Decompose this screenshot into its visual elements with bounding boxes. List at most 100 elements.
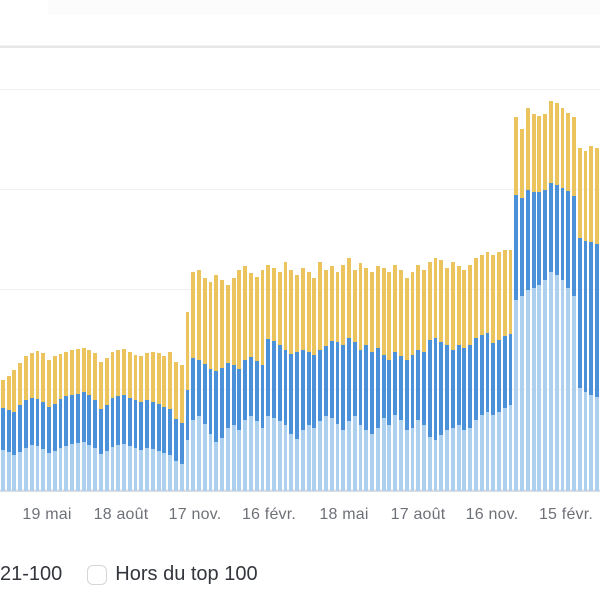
bar-segment-yellow-top: [589, 146, 594, 242]
stacked-bar: [468, 265, 473, 491]
stacked-bar: [6, 376, 11, 491]
gridline: [0, 489, 600, 490]
stacked-bar: [318, 262, 323, 491]
stacked-bar: [214, 275, 219, 491]
stacked-bar: [497, 252, 501, 491]
bar-segment-light-blue-bottom: [543, 280, 548, 491]
bar-segment-light-blue-bottom: [214, 442, 219, 491]
bar-segment-yellow-top: [335, 272, 340, 342]
stacked-bar: [491, 255, 496, 491]
bar-segment-light-blue-bottom: [364, 430, 369, 491]
bar-segment-yellow-top: [525, 108, 530, 190]
stacked-bar: [75, 349, 80, 491]
bar-segment-light-blue-bottom: [289, 434, 294, 491]
bar-segment-light-blue-bottom: [104, 451, 109, 491]
stacked-bar: [329, 266, 334, 491]
stacked-bar: [70, 350, 75, 491]
bar-segment-medium-blue-middle: [295, 352, 300, 439]
bar-segment-yellow-top: [266, 265, 271, 339]
bar-segment-medium-blue-middle: [145, 400, 150, 448]
stacked-bar: [98, 362, 103, 491]
stacked-bar: [398, 270, 403, 491]
bar-segment-yellow-top: [410, 272, 415, 355]
bar-segment-light-blue-bottom: [595, 397, 600, 491]
bar-segment-yellow-top: [548, 101, 553, 183]
bar-segment-light-blue-bottom: [450, 428, 455, 491]
legend-item-21-100[interactable]: 21-100: [0, 563, 62, 586]
bar-segment-light-blue-bottom: [531, 288, 536, 491]
bar-segment-medium-blue-middle: [47, 407, 51, 453]
bar-segment-yellow-top: [277, 272, 282, 345]
stacked-bar: [52, 356, 57, 491]
bar-segment-medium-blue-middle: [566, 191, 571, 288]
bar-segment-medium-blue-middle: [70, 395, 75, 444]
bar-segment-medium-blue-middle: [64, 396, 69, 446]
bar-segment-light-blue-bottom: [52, 451, 57, 491]
bar-segment-yellow-top: [554, 103, 559, 185]
stacked-bar: [12, 370, 17, 491]
bar-segment-yellow-top: [300, 268, 305, 350]
bar-segment-yellow-top: [243, 266, 248, 360]
stacked-bar: [191, 272, 196, 491]
bar-segment-light-blue-bottom: [572, 296, 576, 491]
bar-segment-medium-blue-middle: [300, 350, 305, 430]
bar-segment-light-blue-bottom: [58, 448, 63, 491]
bar-segment-yellow-top: [312, 278, 317, 355]
bar-segment-yellow-top: [145, 353, 150, 400]
bar-segment-light-blue-bottom: [150, 449, 155, 491]
stacked-bar: [531, 114, 536, 491]
checkbox-icon[interactable]: [87, 564, 108, 585]
bar-segment-light-blue-bottom: [220, 438, 225, 491]
stacked-bar: [41, 353, 46, 491]
bar-segment-light-blue-bottom: [41, 449, 46, 491]
bar-segment-medium-blue-middle: [127, 398, 132, 446]
bar-segment-light-blue-bottom: [560, 280, 565, 491]
bar-segment-medium-blue-middle: [456, 345, 461, 425]
bar-segment-yellow-top: [572, 117, 576, 196]
bar-segment-light-blue-bottom: [387, 425, 392, 491]
bar-segment-light-blue-bottom: [479, 415, 484, 491]
bar-segment-light-blue-bottom: [335, 424, 340, 491]
stacked-bar: [266, 265, 271, 491]
stacked-bar: [306, 272, 311, 491]
bar-segment-yellow-top: [433, 258, 438, 338]
bar-segment-light-blue-bottom: [185, 440, 190, 491]
stacked-bar: [237, 270, 242, 491]
stacked-bar: [543, 114, 548, 491]
bar-segment-light-blue-bottom: [248, 416, 253, 491]
bar-segment-yellow-top: [168, 352, 173, 409]
stacked-bar: [277, 272, 282, 491]
stacked-bar: [572, 117, 576, 491]
bar-segment-yellow-top: [329, 266, 334, 341]
stacked-bar: [364, 268, 369, 491]
stacked-bar: [462, 270, 467, 491]
legend-item-hors-top-100[interactable]: Hors du top 100: [87, 563, 258, 586]
stacked-bar: [220, 280, 225, 491]
bar-segment-medium-blue-middle: [318, 350, 323, 421]
bar-segment-medium-blue-middle: [283, 350, 288, 425]
bar-segment-yellow-top: [156, 353, 161, 404]
bar-segment-yellow-top: [41, 353, 46, 402]
stacked-bar: [341, 265, 346, 491]
bar-segment-light-blue-bottom: [197, 416, 201, 491]
bar-segment-light-blue-bottom: [87, 445, 92, 491]
bar-segment-light-blue-bottom: [398, 420, 403, 491]
bar-segment-light-blue-bottom: [145, 448, 150, 491]
bar-segment-medium-blue-middle: [433, 338, 438, 440]
bar-segment-light-blue-bottom: [577, 388, 582, 491]
bar-segment-light-blue-bottom: [525, 290, 530, 491]
x-axis-line: [0, 490, 600, 492]
bar-segment-light-blue-bottom: [456, 425, 461, 491]
stacked-bar: [295, 275, 300, 491]
bar-segment-light-blue-bottom: [254, 421, 259, 491]
bar-segment-light-blue-bottom: [589, 395, 594, 491]
stacked-bar: [260, 270, 265, 491]
bar-segment-yellow-top: [64, 352, 69, 396]
bar-segment-yellow-top: [358, 263, 363, 350]
bar-segment-yellow-top: [185, 312, 190, 390]
bar-segment-yellow-top: [295, 275, 300, 352]
bar-segment-medium-blue-middle: [237, 369, 242, 430]
bar-segment-yellow-top: [398, 270, 403, 356]
bar-segment-yellow-top: [93, 353, 98, 400]
bar-segment-yellow-top: [0, 380, 5, 408]
